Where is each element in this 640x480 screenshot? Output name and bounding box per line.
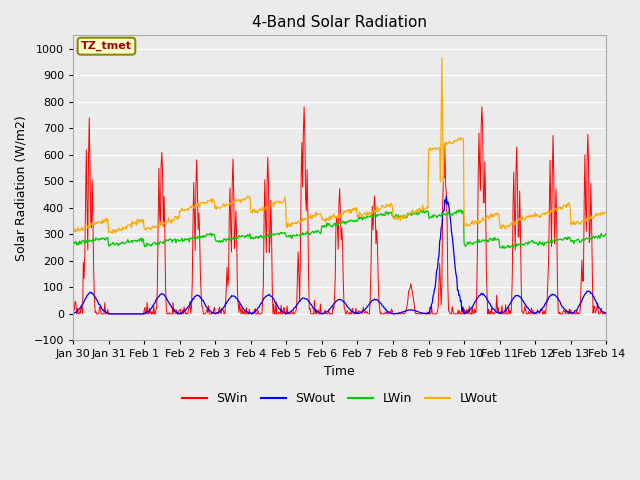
- LWin: [216, 238, 223, 244]
- SWout: [420, 311, 428, 316]
- Legend: SWin, SWout, LWin, LWout: SWin, SWout, LWin, LWout: [177, 387, 503, 410]
- LWin: [134, 238, 141, 243]
- LWin: [188, 236, 195, 241]
- SWout: [134, 311, 141, 317]
- SWin: [105, 311, 113, 317]
- SWout: [404, 308, 412, 313]
- SWout: [188, 299, 195, 304]
- LWout: [69, 224, 77, 230]
- SWin: [69, 301, 77, 307]
- LWin: [69, 240, 77, 246]
- LWin: [404, 210, 412, 216]
- Line: SWout: SWout: [73, 196, 605, 314]
- LWout: [420, 207, 428, 213]
- SWout: [79, 301, 86, 307]
- SWin: [188, 280, 196, 286]
- X-axis label: Time: Time: [324, 365, 355, 378]
- Line: LWin: LWin: [73, 210, 605, 249]
- Text: TZ_tmet: TZ_tmet: [81, 41, 132, 51]
- Y-axis label: Solar Radiation (W/m2): Solar Radiation (W/m2): [15, 115, 28, 261]
- SWout: [216, 309, 223, 315]
- LWout: [79, 227, 86, 233]
- LWout: [438, 55, 445, 61]
- SWin: [406, 287, 413, 293]
- SWin: [421, 310, 429, 316]
- LWout: [602, 210, 609, 216]
- LWin: [79, 238, 86, 244]
- LWout: [108, 231, 116, 237]
- LWin: [602, 231, 609, 237]
- LWin: [420, 207, 428, 213]
- Title: 4-Band Solar Radiation: 4-Band Solar Radiation: [252, 15, 427, 30]
- LWin: [501, 246, 509, 252]
- LWin: [456, 207, 464, 213]
- SWin: [79, 310, 86, 316]
- LWout: [216, 205, 224, 211]
- SWout: [69, 311, 77, 317]
- SWin: [216, 309, 224, 315]
- SWin: [300, 104, 308, 110]
- Line: SWin: SWin: [73, 107, 605, 314]
- LWout: [188, 203, 196, 208]
- SWout: [442, 193, 450, 199]
- Line: LWout: LWout: [73, 58, 605, 234]
- SWin: [134, 311, 142, 317]
- SWin: [602, 311, 609, 317]
- LWout: [134, 219, 142, 225]
- LWout: [404, 211, 412, 217]
- SWout: [602, 310, 609, 316]
